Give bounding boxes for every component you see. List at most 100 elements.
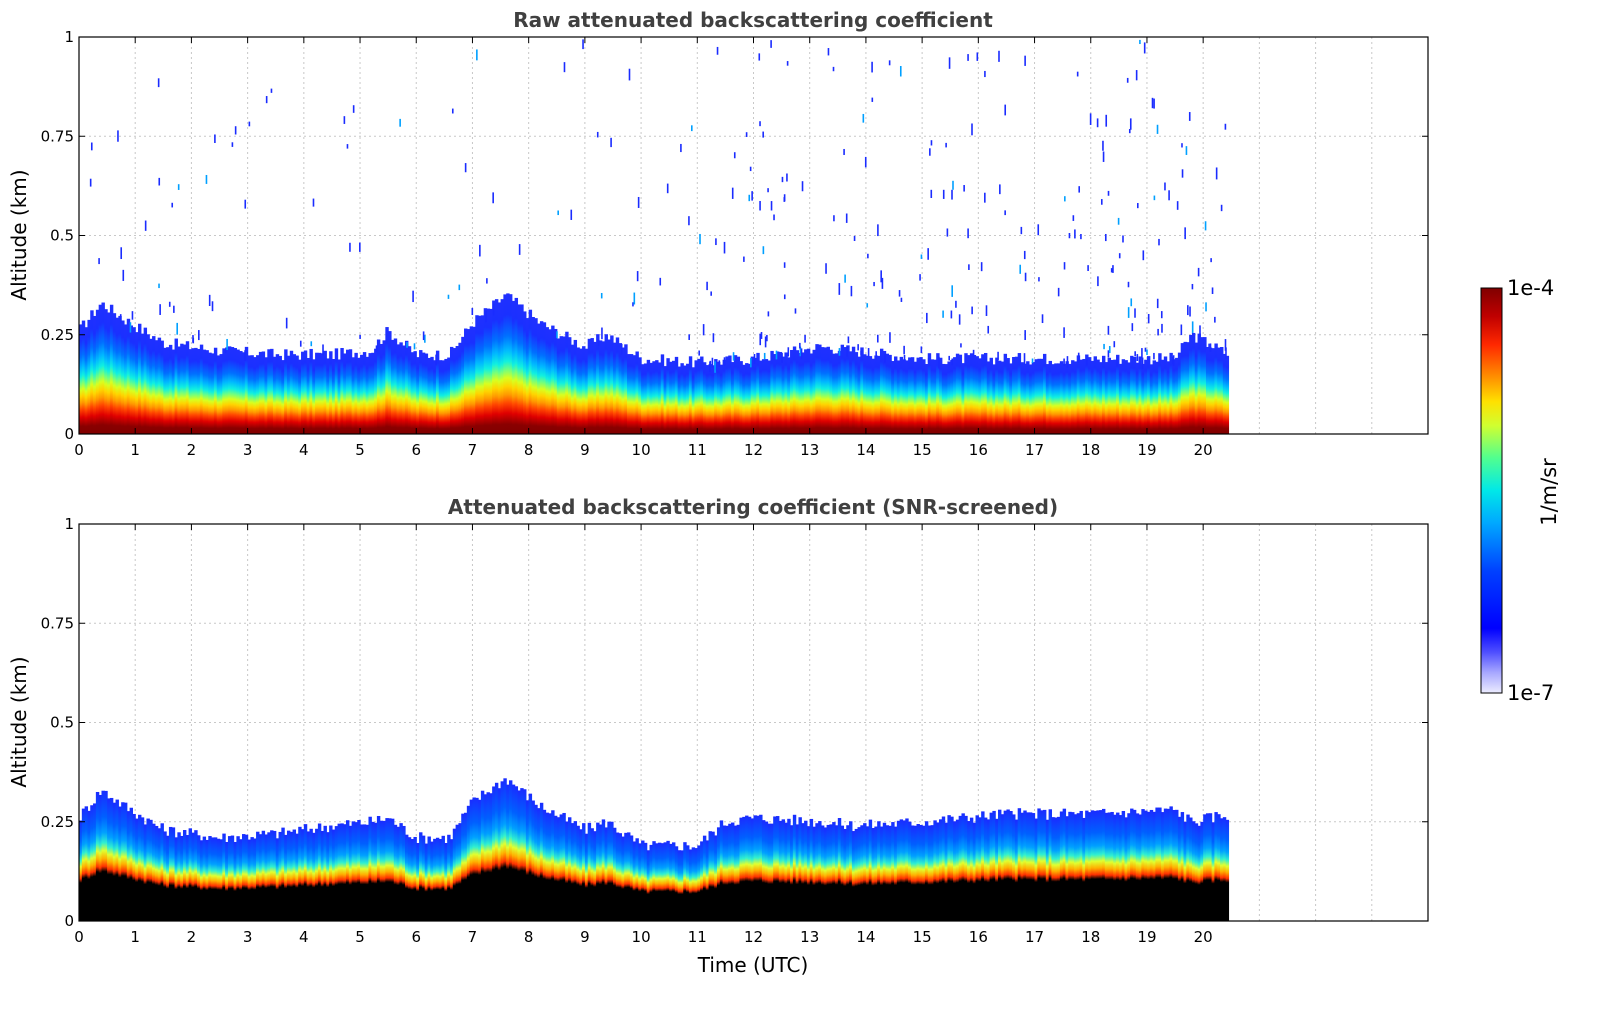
profile-column <box>534 804 538 921</box>
profile-column <box>691 847 696 921</box>
profile-column <box>933 820 937 921</box>
profile-column <box>998 809 1002 921</box>
profile-column <box>1082 817 1086 921</box>
noise-speck <box>1189 306 1191 317</box>
profile-column <box>1203 814 1207 921</box>
noise-speck <box>1102 151 1105 162</box>
profile-column <box>612 342 617 434</box>
profile-column <box>910 357 915 434</box>
profile-column <box>545 812 549 921</box>
profile-column <box>348 349 353 434</box>
profile-column <box>1031 813 1036 921</box>
noise-speck <box>211 301 214 312</box>
profile-column <box>655 843 659 921</box>
profile-column <box>233 348 237 434</box>
noise-speck <box>1153 98 1155 109</box>
profile-column <box>239 839 243 921</box>
profile-column <box>1068 363 1072 434</box>
profile-column <box>582 346 586 434</box>
profile-column <box>621 347 625 434</box>
profile-column <box>315 352 319 434</box>
profile-column <box>947 815 951 921</box>
profile-column <box>938 819 943 921</box>
profile-column <box>1194 823 1199 921</box>
x-tick-label: 5 <box>355 441 365 459</box>
x-tick-label: 16 <box>969 441 988 459</box>
profile-column <box>424 353 429 434</box>
profile-column <box>1146 811 1151 921</box>
profile-column <box>655 360 659 434</box>
profile-column <box>123 324 128 434</box>
noise-speck <box>759 121 761 127</box>
noise-speck <box>766 334 768 342</box>
profile-column <box>924 821 929 921</box>
profile-column <box>553 815 558 921</box>
profile-column <box>570 823 575 921</box>
profile-column <box>584 348 589 434</box>
profile-column <box>944 822 949 921</box>
profile-column <box>784 352 788 434</box>
profile-column <box>612 827 617 921</box>
profile-column <box>565 331 569 434</box>
profile-column <box>306 831 311 921</box>
noise-speck <box>628 68 631 81</box>
noise-speck <box>145 331 147 337</box>
noise-speck <box>733 152 736 159</box>
profile-column <box>1057 363 1061 434</box>
profile-column <box>379 343 384 434</box>
noise-speck <box>884 354 886 363</box>
profile-column <box>236 349 240 434</box>
x-tick-label: 17 <box>1025 928 1044 946</box>
noise-speck <box>557 210 559 216</box>
profile-column <box>815 344 819 434</box>
profile-column <box>995 357 999 434</box>
noise-speck <box>960 343 962 348</box>
noise-speck <box>1089 113 1092 125</box>
noise-speck <box>951 189 953 200</box>
profile-column <box>115 799 119 921</box>
noise-speck <box>926 312 928 324</box>
noise-speck <box>997 351 999 360</box>
x-tick-label: 4 <box>299 928 309 946</box>
profile-column <box>1009 810 1013 921</box>
profile-column <box>559 814 563 921</box>
noise-speck <box>1153 195 1156 201</box>
profile-column <box>270 348 274 434</box>
profile-column <box>854 828 859 921</box>
noise-speck <box>898 290 901 297</box>
noise-speck <box>783 262 786 268</box>
profile-column <box>1059 811 1064 921</box>
noise-speck <box>800 348 803 359</box>
profile-column <box>1040 810 1044 921</box>
profile-column <box>584 833 589 921</box>
profile-column <box>180 835 184 921</box>
profile-column <box>1071 812 1075 921</box>
x-tick-label: 3 <box>243 928 253 946</box>
profile-column <box>1180 343 1185 434</box>
profile-column <box>632 841 637 921</box>
profile-column <box>464 812 468 921</box>
profile-column <box>1161 359 1165 434</box>
noise-speck <box>903 355 906 361</box>
noise-speck <box>759 200 761 211</box>
profile-column <box>399 823 403 921</box>
profile-column <box>916 357 920 434</box>
profile-column <box>121 802 125 921</box>
profile-column <box>1146 356 1151 434</box>
profile-column <box>1163 356 1168 434</box>
profile-column <box>708 831 712 921</box>
noise-speck <box>1141 357 1144 370</box>
profile-column <box>292 354 297 434</box>
noise-speck <box>1077 352 1080 363</box>
profile-column <box>610 335 614 434</box>
profile-column <box>407 346 412 434</box>
profile-column <box>292 829 297 921</box>
profile-column <box>643 363 648 434</box>
profile-column <box>891 822 895 921</box>
profile-column <box>188 349 193 434</box>
profile-column <box>191 348 195 434</box>
noise-speck <box>1134 308 1136 318</box>
noise-speck <box>875 351 877 360</box>
noise-speck <box>985 305 988 316</box>
